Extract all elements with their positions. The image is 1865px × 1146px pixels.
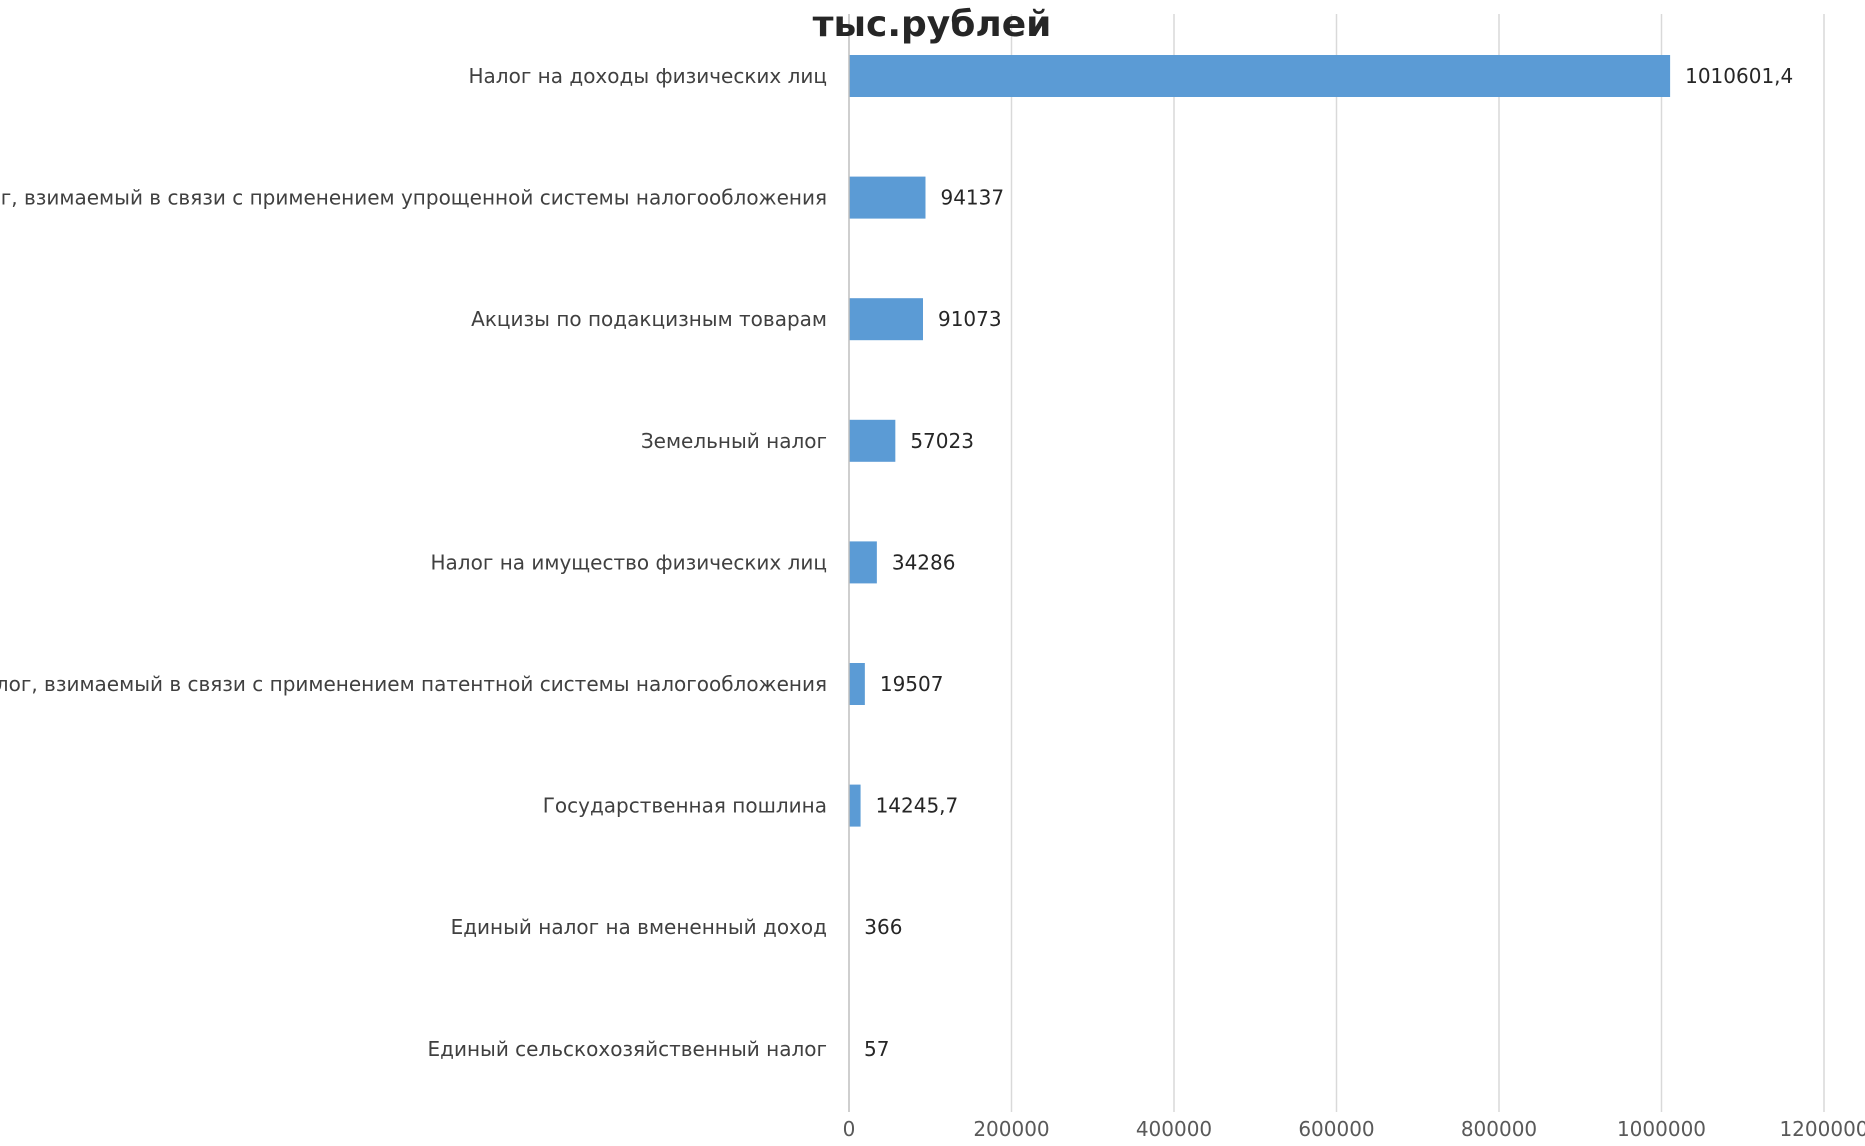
data-label-8: 57 [864,1037,889,1061]
bar-3 [849,419,896,462]
category-label-7: Единый налог на вмененный доход [451,915,827,939]
x-tick-label-3: 600000 [1298,1117,1374,1141]
data-label-5: 19507 [880,672,944,696]
x-tick-label-6: 1200000 [1779,1117,1865,1141]
category-label-2: Акцизы по подакцизным товарам [471,307,827,331]
x-axis-tick-labels: 0 200000 400000 600000 800000 1000000 1200000 [843,1117,1865,1141]
x-tick-label-1: 200000 [973,1117,1049,1141]
data-label-6: 14245,7 [876,794,959,818]
data-label-0: 1010601,4 [1685,64,1793,88]
data-label-2: 91073 [938,307,1002,331]
category-label-3: Земельный налог [641,429,827,453]
bar-2 [849,298,923,341]
data-label-7: 366 [864,915,902,939]
bar-4 [849,541,877,584]
bar-0 [849,55,1671,97]
x-tick-label-2: 400000 [1136,1117,1212,1141]
category-labels: Налог на доходы физических лиц Налог, взи… [0,64,827,1061]
chart-title: тыс.рублей [813,4,1052,45]
category-label-5: Налог, взимаемый в связи с применением п… [0,672,827,696]
category-label-6: Государственная пошлина [543,794,827,818]
data-label-4: 34286 [892,550,956,574]
category-label-8: Единый сельскохозяйственный налог [427,1037,827,1061]
category-label-0: Налог на доходы физических лиц [469,64,828,88]
data-label-3: 57023 [910,429,974,453]
category-label-1: Налог, взимаемый в связи с применением у… [0,186,827,210]
bar-6 [849,784,861,827]
category-label-4: Налог на имущество физических лиц [431,550,827,574]
gridlines [1010,14,1825,1112]
data-label-1: 94137 [940,186,1004,210]
data-labels: 1010601,4 94137 91073 57023 34286 19507 14245,… [864,64,1793,1061]
x-tick-label-0: 0 [843,1117,856,1141]
x-tick-label-5: 1000000 [1617,1117,1706,1141]
x-tick-label-4: 800000 [1461,1117,1537,1141]
bar-1 [849,176,926,219]
bar-5 [849,663,865,705]
bars [849,55,1671,1070]
